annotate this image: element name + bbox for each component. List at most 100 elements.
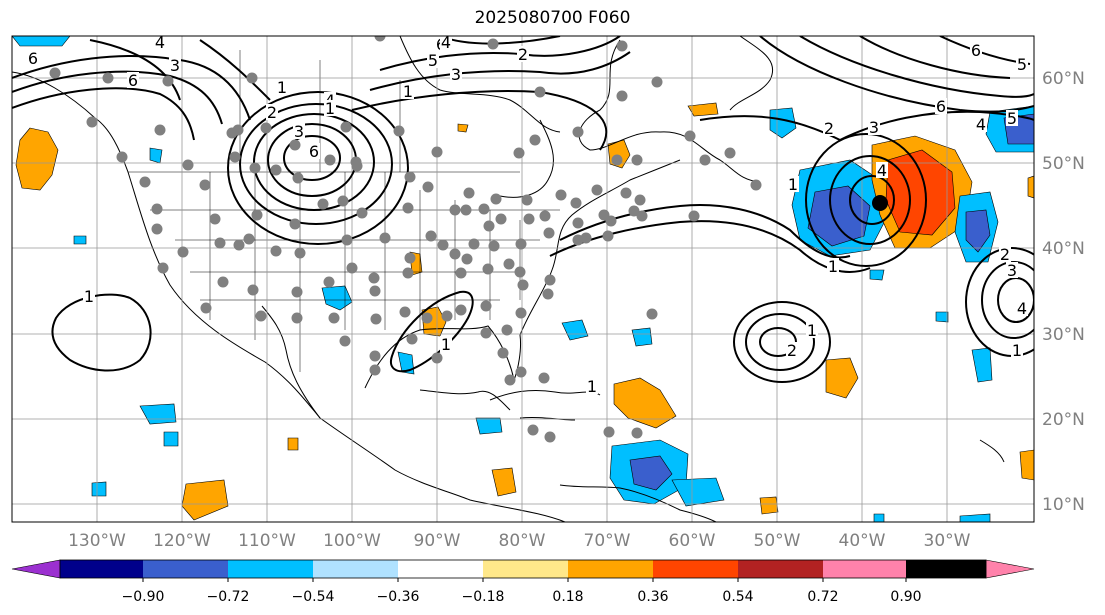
- station-dot: [495, 213, 507, 225]
- contour-label-bg: [440, 36, 452, 50]
- lon-label: 130°W: [68, 531, 126, 551]
- contour-label-bg: [935, 98, 947, 114]
- station-dot: [200, 302, 212, 314]
- station-dot: [572, 126, 584, 138]
- contour-label: 1: [807, 321, 817, 340]
- station-dot: [503, 258, 515, 270]
- contour-label: 4: [877, 161, 887, 180]
- station-dot: [616, 90, 628, 102]
- lat-label: 50°N: [1042, 154, 1085, 174]
- contour-label-bg: [324, 100, 336, 116]
- contour-label-bg: [276, 79, 288, 95]
- lon-label: 90°W: [414, 531, 461, 551]
- station-dot: [437, 239, 449, 251]
- station-dot: [461, 253, 473, 265]
- colorbar-segment: [228, 560, 313, 578]
- station-dot: [699, 154, 711, 166]
- station-dot: [404, 252, 416, 264]
- contour-label: 3: [869, 118, 879, 137]
- contour-label: 2: [518, 45, 528, 64]
- station-dot: [209, 213, 221, 225]
- station-dot: [255, 310, 267, 322]
- contour-label: 5: [1007, 109, 1017, 128]
- station-dot: [515, 238, 527, 250]
- contour-label-bg: [806, 322, 818, 338]
- lon-label: 30°W: [924, 531, 971, 551]
- colorbar-tick-label: 0.72: [807, 589, 838, 605]
- colorbar-tick-label: −0.36: [377, 589, 420, 605]
- contour-label-bg: [970, 42, 982, 58]
- station-dot: [370, 313, 382, 325]
- lon-label: 100°W: [323, 531, 381, 551]
- station-dot: [404, 171, 416, 183]
- colorbar-segment: [483, 560, 568, 578]
- center-marker: [872, 195, 888, 211]
- station-dot: [399, 306, 411, 318]
- station-dot: [291, 312, 303, 324]
- station-dot: [570, 197, 582, 209]
- contour-label-bg: [517, 46, 529, 62]
- colorbar-tick-label: −0.90: [122, 589, 165, 605]
- contour-label: 1: [1012, 341, 1022, 360]
- colorbar-segment: [313, 560, 398, 578]
- station-dot: [323, 276, 335, 288]
- station-dot: [249, 162, 261, 174]
- station-dot: [603, 426, 615, 438]
- contour-label: 6: [971, 41, 981, 60]
- contour-label-bg: [154, 36, 166, 50]
- station-dot: [515, 307, 527, 319]
- station-dot: [487, 38, 499, 50]
- station-dot: [515, 366, 527, 378]
- station-dot: [233, 239, 245, 251]
- lon-label: 120°W: [153, 531, 211, 551]
- station-dot: [324, 154, 336, 166]
- lon-label: 80°W: [499, 531, 546, 551]
- contour-label: 3: [451, 65, 461, 84]
- contour-label-group: 643653123646432112341656451212134111: [27, 33, 1028, 396]
- contour-label: 6: [309, 142, 319, 161]
- contour-label-bg: [427, 52, 439, 68]
- station-dot: [431, 146, 443, 158]
- contour-label: 3: [294, 122, 304, 141]
- colorbar-extend-low: [11, 559, 61, 579]
- contour-label-bg: [1011, 342, 1023, 358]
- station-dot: [480, 300, 492, 312]
- contour-label: 6: [936, 97, 946, 116]
- station-dot: [339, 335, 351, 347]
- contour-label: 1: [325, 99, 335, 118]
- station-dot: [521, 194, 533, 206]
- station-dot: [455, 304, 467, 316]
- station-dot: [421, 312, 433, 324]
- station-dot: [217, 276, 229, 288]
- station-dot: [605, 215, 617, 227]
- station-dot: [102, 72, 114, 84]
- station-dot: [406, 333, 418, 345]
- station-dot: [513, 147, 525, 159]
- colorbar: −0.90 −0.72 −0.54 −0.36 −0.18 0.18 0.36 0.54 0.7…: [11, 559, 1035, 605]
- station-dot: [86, 116, 98, 128]
- station-dot: [497, 347, 509, 359]
- contour-label: 4: [441, 33, 451, 52]
- station-dot: [49, 67, 61, 79]
- contour-label: 4: [1017, 299, 1027, 318]
- station-dot: [317, 198, 329, 210]
- contour-label: 5: [428, 51, 438, 70]
- station-dot: [490, 193, 502, 205]
- station-dot: [151, 223, 163, 235]
- station-dot: [368, 272, 380, 284]
- contour-label: 3: [1007, 261, 1017, 280]
- station-dot: [369, 364, 381, 376]
- station-dot: [356, 207, 368, 219]
- station-dot: [544, 431, 556, 443]
- contour-label: 2: [787, 341, 797, 360]
- contour-label-bg: [169, 57, 181, 73]
- contour-label-bg: [293, 123, 305, 139]
- station-dot: [591, 184, 603, 196]
- station-dot: [243, 233, 255, 245]
- station-dot: [350, 156, 362, 168]
- contour-label-bg: [999, 246, 1011, 262]
- station-dot: [229, 151, 241, 163]
- station-dot: [602, 230, 614, 242]
- contour-label-bg: [1016, 300, 1028, 316]
- station-dot: [162, 75, 174, 87]
